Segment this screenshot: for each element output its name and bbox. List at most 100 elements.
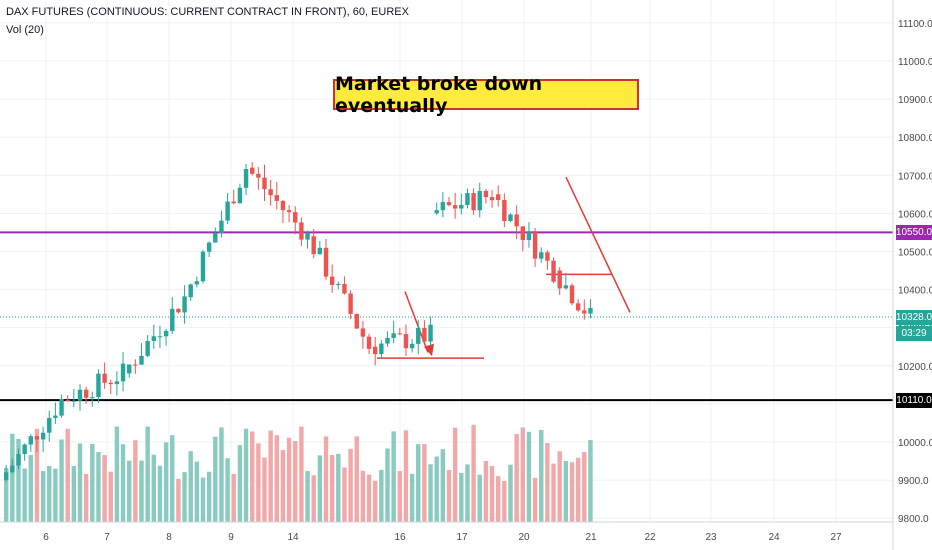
- y-tick-label: 10000.0: [898, 438, 932, 449]
- x-tick-label: 22: [644, 532, 656, 543]
- y-tick-label: 10900.0: [898, 95, 932, 106]
- arrow-head-icon: [424, 343, 434, 357]
- volume-bar: [10, 433, 15, 522]
- candle-body: [188, 284, 193, 298]
- y-tick-label: 11000.0: [898, 57, 932, 68]
- volume-bar: [262, 457, 267, 522]
- candle-body: [422, 327, 427, 342]
- volume-bar: [213, 436, 218, 522]
- candle-body: [311, 236, 316, 255]
- y-tick-label: 9800.0: [898, 514, 929, 525]
- candle-body: [231, 201, 236, 204]
- volume-bar: [237, 445, 243, 522]
- volume-bar: [471, 424, 476, 522]
- volume-bar: [397, 471, 402, 522]
- x-tick-label: 20: [518, 532, 530, 543]
- volume-bar: [163, 442, 169, 522]
- candle-body: [157, 336, 163, 338]
- volume-bar: [532, 477, 538, 522]
- candle-body: [428, 324, 433, 342]
- volume-bar: [268, 430, 273, 522]
- volume-bar: [446, 469, 452, 522]
- candle-body: [90, 397, 95, 399]
- candle-body: [108, 382, 113, 385]
- volume-bar: [28, 454, 33, 522]
- x-tick-label: 23: [705, 532, 717, 543]
- volume-bar: [452, 427, 458, 522]
- candle-body: [471, 193, 476, 211]
- candle-body: [459, 204, 464, 209]
- volume-bar: [151, 454, 156, 522]
- x-tick-label: 7: [104, 532, 110, 543]
- candle-body: [379, 343, 384, 355]
- volume-bar: [77, 443, 83, 522]
- candle-body: [452, 205, 458, 209]
- volume-bar: [16, 439, 21, 522]
- candle-body: [237, 187, 243, 204]
- candle-body: [163, 330, 169, 337]
- annotation-label[interactable]: Market broke down eventually: [333, 73, 639, 117]
- volume-bar: [502, 481, 507, 522]
- candle-body: [133, 364, 138, 366]
- candle-body: [526, 232, 532, 241]
- volume-bar: [459, 472, 464, 522]
- volume-bar: [182, 472, 187, 522]
- candle-body: [496, 194, 501, 200]
- candle-body: [200, 251, 206, 282]
- volume-bar: [219, 427, 224, 522]
- candle-body: [539, 252, 544, 259]
- volume-bar: [329, 455, 335, 522]
- volume-bar: [557, 451, 562, 522]
- candle-body: [354, 313, 359, 329]
- candle-body: [323, 247, 329, 277]
- candle-body: [120, 363, 126, 382]
- volume-bar: [108, 471, 113, 522]
- candle-body: [336, 283, 341, 285]
- volume-bar: [508, 464, 513, 522]
- volume-bar: [483, 460, 489, 522]
- x-tick-label: 24: [768, 532, 780, 543]
- volume-bar: [34, 428, 40, 522]
- volume-bar: [336, 453, 341, 522]
- volume-bar: [145, 426, 150, 522]
- candle-body: [532, 232, 538, 259]
- support-price-tag: 10110.0: [896, 392, 932, 408]
- volume-bar: [563, 460, 569, 522]
- candle-body: [262, 177, 267, 190]
- chart-grid: [0, 0, 893, 522]
- volume-bar: [206, 471, 212, 522]
- volume-indicator-label[interactable]: Vol (20): [6, 24, 44, 36]
- x-tick-label: 27: [830, 532, 842, 543]
- volume-bar: [403, 430, 409, 522]
- volume-bar: [569, 462, 575, 522]
- candle-body: [151, 336, 156, 341]
- candle-body: [588, 308, 593, 314]
- candle-body: [299, 222, 304, 240]
- candle-body: [360, 328, 366, 337]
- volume-bar: [293, 441, 298, 522]
- candle-body: [65, 400, 70, 402]
- volume-bar: [59, 439, 64, 522]
- volume-bar: [489, 465, 495, 522]
- volume-bar: [139, 460, 144, 522]
- volume-bar: [539, 429, 544, 522]
- countdown-tag: 03:29: [896, 325, 932, 341]
- volume-bar: [545, 443, 550, 522]
- trend-line: [565, 176, 631, 313]
- candle-body: [268, 189, 273, 196]
- y-tick-label: 10500.0: [898, 247, 932, 258]
- candle-body: [342, 283, 347, 294]
- candle-body: [305, 232, 310, 240]
- candle-body: [373, 346, 378, 355]
- candle-body: [83, 389, 89, 398]
- candles: [4, 162, 593, 482]
- candle-body: [170, 308, 175, 331]
- volume-bar: [520, 427, 525, 522]
- candle-body: [434, 210, 439, 214]
- candle-body: [59, 398, 64, 416]
- volume-bar: [416, 444, 421, 522]
- candle-body: [293, 212, 298, 223]
- volume-bar: [83, 473, 89, 522]
